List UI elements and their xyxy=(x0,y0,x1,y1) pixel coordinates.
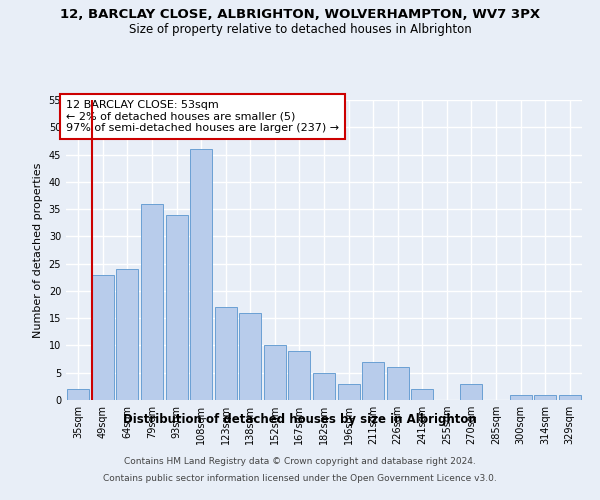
Y-axis label: Number of detached properties: Number of detached properties xyxy=(33,162,43,338)
Text: Distribution of detached houses by size in Albrighton: Distribution of detached houses by size … xyxy=(123,412,477,426)
Bar xyxy=(289,351,310,400)
Bar xyxy=(215,308,237,400)
Bar xyxy=(460,384,482,400)
Bar xyxy=(190,149,212,400)
Bar xyxy=(92,274,114,400)
Bar xyxy=(313,372,335,400)
Bar xyxy=(386,368,409,400)
Bar xyxy=(411,389,433,400)
Bar xyxy=(362,362,384,400)
Text: Size of property relative to detached houses in Albrighton: Size of property relative to detached ho… xyxy=(128,22,472,36)
Text: 12, BARCLAY CLOSE, ALBRIGHTON, WOLVERHAMPTON, WV7 3PX: 12, BARCLAY CLOSE, ALBRIGHTON, WOLVERHAM… xyxy=(60,8,540,20)
Bar xyxy=(166,214,188,400)
Bar xyxy=(116,269,139,400)
Bar xyxy=(141,204,163,400)
Bar xyxy=(338,384,359,400)
Text: Contains public sector information licensed under the Open Government Licence v3: Contains public sector information licen… xyxy=(103,474,497,483)
Bar xyxy=(509,394,532,400)
Bar xyxy=(559,394,581,400)
Text: 12 BARCLAY CLOSE: 53sqm
← 2% of detached houses are smaller (5)
97% of semi-deta: 12 BARCLAY CLOSE: 53sqm ← 2% of detached… xyxy=(66,100,339,133)
Text: Contains HM Land Registry data © Crown copyright and database right 2024.: Contains HM Land Registry data © Crown c… xyxy=(124,458,476,466)
Bar xyxy=(534,394,556,400)
Bar xyxy=(264,346,286,400)
Bar xyxy=(239,312,262,400)
Bar xyxy=(67,389,89,400)
